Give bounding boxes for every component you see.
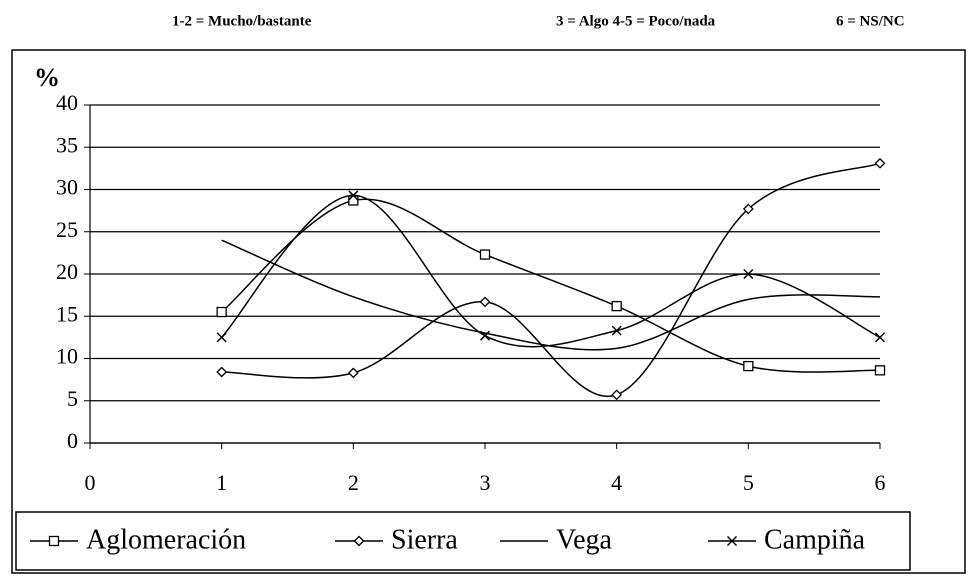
legend-marker	[353, 535, 365, 547]
legend-label: Campiña	[764, 524, 866, 555]
y-tick-label: 5	[67, 386, 78, 411]
point-marker	[216, 366, 228, 378]
y-tick-label: 15	[56, 301, 78, 326]
point-marker	[611, 300, 622, 312]
chart-frame	[11, 49, 966, 574]
y-tick-label: 0	[67, 428, 78, 453]
point-marker	[348, 195, 359, 206]
y-tick-label: 30	[56, 175, 78, 200]
point-marker	[479, 249, 491, 260]
legend-frame	[15, 511, 911, 571]
header-note: 3 = Algo 4-5 = Poco/nada	[556, 13, 716, 29]
y-tick-label: 40	[56, 90, 78, 115]
x-tick-label: 1	[216, 470, 227, 495]
x-tick-label: 0	[85, 470, 96, 495]
y-tick-label: 10	[56, 344, 78, 369]
series-line	[221, 194, 881, 348]
legend-label: Sierra	[391, 524, 458, 555]
series-line	[221, 239, 881, 351]
series-line	[221, 198, 881, 373]
legend-marker	[726, 535, 738, 547]
point-marker	[742, 203, 754, 215]
point-marker	[216, 332, 227, 343]
header-note: 1-2 = Mucho/bastante	[172, 13, 312, 29]
point-marker	[743, 360, 754, 372]
point-marker	[479, 330, 491, 341]
legend-label: Aglomeración	[86, 524, 246, 555]
header-note: 6 = NS/NC	[836, 13, 905, 29]
x-tick-label: 4	[611, 470, 622, 495]
point-marker	[874, 157, 886, 169]
legend-label: Vega	[556, 524, 613, 555]
point-marker	[216, 306, 227, 318]
point-marker	[611, 325, 622, 336]
point-marker	[611, 389, 623, 401]
y-axis-label: %	[34, 63, 60, 92]
x-tick-label: 3	[480, 470, 491, 495]
point-marker	[348, 190, 359, 201]
x-tick-label: 6	[875, 470, 886, 495]
y-tick-label: 20	[56, 259, 78, 284]
point-marker	[347, 367, 359, 379]
point-marker	[874, 332, 886, 343]
x-tick-label: 5	[743, 470, 754, 495]
point-marker	[874, 365, 886, 376]
x-tick-label: 2	[348, 470, 359, 495]
y-tick-label: 35	[56, 132, 78, 157]
legend-marker	[48, 535, 60, 547]
point-marker	[743, 268, 754, 280]
y-tick-label: 25	[56, 217, 78, 242]
point-marker	[479, 296, 491, 308]
